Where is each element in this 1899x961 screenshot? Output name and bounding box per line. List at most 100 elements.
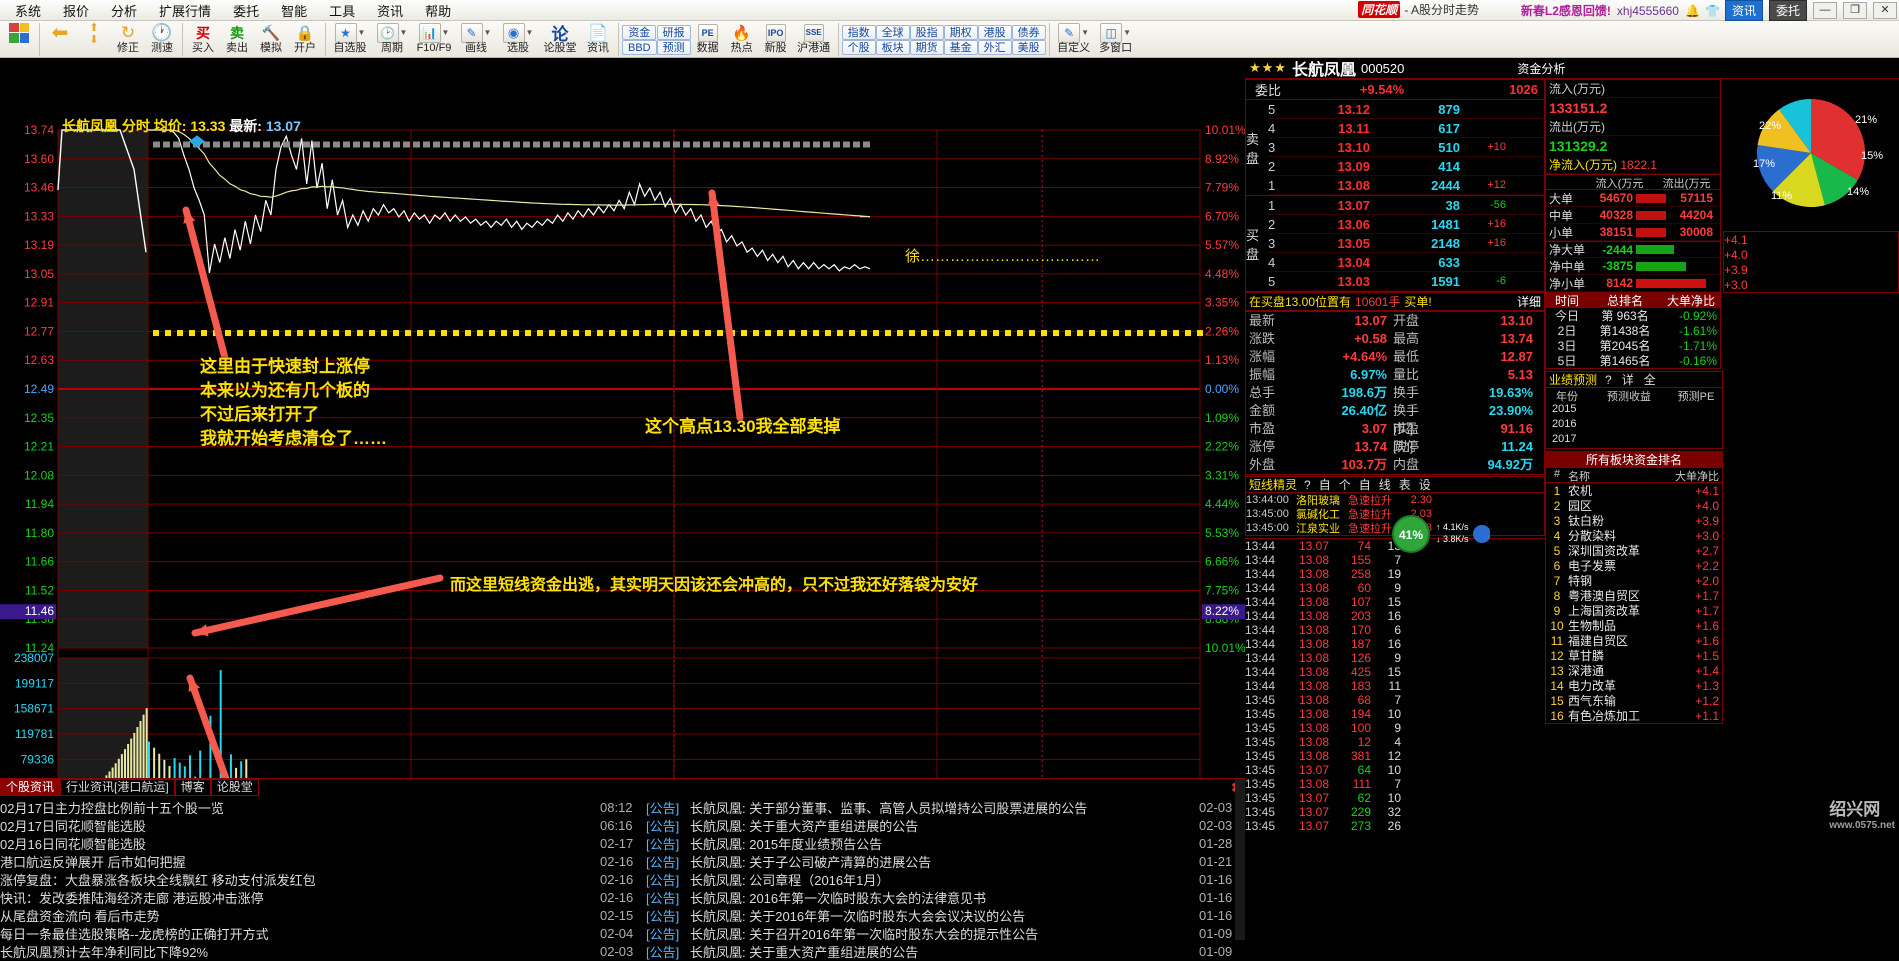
list-item[interactable]: 从尾盘资金流向 看后市走势: [0, 906, 600, 924]
table-row[interactable]: 5 13.03 1591 -6: [1268, 272, 1544, 291]
table-row[interactable]: 3 13.10 510 +10: [1268, 138, 1544, 157]
news-tab-forum[interactable]: 论股堂: [210, 779, 259, 796]
table-row[interactable]: 4 13.11 617: [1268, 119, 1544, 138]
list-item[interactable]: 02月17日主力控盘比例前十五个股一览: [0, 798, 600, 816]
table-row[interactable]: 1 13.07 38 -56: [1268, 196, 1544, 215]
list-item[interactable]: 02月17日同花顺智能选股: [0, 816, 600, 834]
list-item[interactable]: 02月16日同花顺智能选股: [0, 834, 600, 852]
tab-stock[interactable]: 个: [1338, 478, 1351, 492]
toolbar-info-button[interactable]: 📄 资讯: [581, 22, 615, 57]
list-item[interactable]: 02-16 [公告] 长航凤凰: 公司章程（2016年1月） 01-16: [600, 870, 1245, 888]
table-row[interactable]: 13 深港通 +1.4: [1546, 663, 1722, 679]
menu-item-quote[interactable]: 报价: [63, 3, 90, 19]
promo-banner[interactable]: 新春L2感恩回馈!: [1520, 4, 1611, 18]
table-row[interactable]: 13:45 13.07 229 32: [1245, 805, 1545, 819]
bell-icon[interactable]: 🔔: [1684, 3, 1700, 18]
table-row[interactable]: 11 福建自贸区 +1.6: [1546, 633, 1722, 649]
toolbar-sell-button[interactable]: 卖 卖出: [220, 22, 254, 57]
table-row[interactable]: 13:44 13.07 74 13: [1245, 539, 1545, 553]
forecast-detail-tab[interactable]: 详: [1621, 373, 1634, 387]
table-row[interactable]: 4 13.04 633: [1268, 253, 1544, 272]
table-row[interactable]: 6 电子发票 +2.2: [1546, 558, 1722, 574]
toolbar-buy-button[interactable]: 买 买入: [186, 22, 220, 57]
toolbar-back-button[interactable]: ⬅: [43, 22, 77, 57]
menu-item-help[interactable]: 帮助: [425, 3, 452, 19]
window-close-button[interactable]: ✕: [1873, 2, 1897, 19]
toolbar-funds-button[interactable]: 资金: [622, 24, 657, 40]
tab-short-line[interactable]: 短线精灵: [1249, 478, 1298, 492]
toolbar-period-button[interactable]: 🕑 ▼ 周期: [371, 22, 413, 57]
table-row[interactable]: 13:45 13.08 381 12: [1245, 749, 1545, 763]
toolbar-us-button[interactable]: 美股: [1011, 39, 1046, 55]
notice-detail-link[interactable]: 详细: [1516, 295, 1541, 309]
table-row[interactable]: 5 深圳国资改革 +2.7: [1546, 543, 1722, 559]
list-item[interactable]: 每日一条最佳选股策略--龙虎榜的正确打开方式: [0, 924, 600, 942]
toolbar-speed-button[interactable]: 🕐 测速: [145, 22, 179, 57]
toolbar-bbd-button[interactable]: BBD: [622, 39, 657, 55]
toolbar-hot-button[interactable]: 🔥 热点: [725, 22, 759, 57]
table-row[interactable]: 13:45 13.08 100 9: [1245, 721, 1545, 735]
toolbar-tiles-button[interactable]: [2, 22, 36, 57]
table-row[interactable]: 3 13.05 2148 +16: [1268, 234, 1544, 253]
list-item[interactable]: 06:16 [公告] 长航凤凰: 关于重大资产重组进展的公告 02-03: [600, 816, 1245, 834]
table-row[interactable]: 15 西气东输 +1.2: [1546, 693, 1722, 709]
forecast-all-tab[interactable]: 全: [1643, 373, 1656, 387]
sector-rank-box[interactable]: 所有板块资金排名 # 名称 大单净比 1 农机 +4.1 2 园区 +4.0 3 钛白粉 +…: [1545, 451, 1723, 724]
toolbar-hk-button[interactable]: 港股: [977, 24, 1012, 40]
table-row[interactable]: 13:45 13.08 111 7: [1245, 777, 1545, 791]
table-row[interactable]: 13:44 13.08 258 19: [1245, 567, 1545, 581]
tab-auto[interactable]: 自: [1318, 478, 1331, 492]
table-row[interactable]: 9 上海国资改革 +1.7: [1546, 603, 1722, 619]
window-minimize-button[interactable]: —: [1813, 2, 1837, 19]
news-tab-blog[interactable]: 博客: [174, 779, 211, 796]
toolbar-scroll-button[interactable]: ⬆ ⬇: [77, 22, 111, 57]
list-item[interactable]: 02-17 [公告] 长航凤凰: 2015年度业绩预告公告 01-28: [600, 834, 1245, 852]
alert-row[interactable]: 13:44:00 洛阳玻璃 急速拉升 2.30: [1246, 493, 1544, 507]
toolbar-stock-button[interactable]: 个股: [841, 39, 876, 55]
tab-help[interactable]: ?: [1304, 477, 1311, 492]
news-panel[interactable]: 个股资讯 行业资讯[港口航运] 博客 论股堂 ✖ 02月17日主力控盘比例前十五…: [0, 778, 1245, 960]
network-speed-widget[interactable]: 41% ↑ 4.1K/s ↓ 3.8K/s: [1390, 512, 1490, 556]
toolbar-data-button[interactable]: PE 数据: [691, 22, 725, 57]
toolbar-customize-button[interactable]: ✎ ▼ 自定义: [1053, 22, 1095, 57]
table-row[interactable]: 13:44 13.08 107 15: [1245, 595, 1545, 609]
list-item[interactable]: 08:12 [公告] 长航凤凰: 关于部分董事、监事、高管人员拟增持公司股票进展的公…: [600, 798, 1245, 816]
toolbar-openacct-button[interactable]: 🔒 开户: [288, 22, 322, 57]
menu-item-entrust[interactable]: 委托: [233, 3, 260, 19]
table-row[interactable]: 5 13.12 879: [1268, 100, 1544, 119]
toolbar-fix-button[interactable]: ↻ 修正: [111, 22, 145, 57]
table-row[interactable]: 2 13.06 1481 +16: [1268, 215, 1544, 234]
news-tab-industry[interactable]: 行业资讯[港口航运]: [60, 779, 175, 796]
toolbar-futidx-button[interactable]: 股指: [909, 24, 944, 40]
tab-table[interactable]: 表: [1398, 478, 1411, 492]
table-row[interactable]: 2 园区 +4.0: [1546, 498, 1722, 514]
forecast-box[interactable]: 业绩预测 ? 详 全 年份 预测收益 预测PE 2015 2016 2017: [1545, 371, 1723, 449]
table-row[interactable]: 7 特钢 +2.0: [1546, 573, 1722, 589]
table-row[interactable]: 13:45 13.07 273 26: [1245, 819, 1545, 833]
table-row[interactable]: 2 13.09 414: [1268, 157, 1544, 176]
list-item[interactable]: 02-04 [公告] 长航凤凰: 关于召开2016年第一次临时股东大会的提示性公告 0…: [600, 924, 1245, 942]
list-item[interactable]: 02-03 [公告] 长航凤凰: 关于重大资产重组进展的公告 01-09: [600, 942, 1245, 960]
list-item[interactable]: 快讯：发改委推陆海经济走廊 港运股冲击涨停: [0, 888, 600, 906]
order-book[interactable]: 委比 +9.54% 1026 卖盘 5 13.12 879 4 13.11 617 3 1…: [1245, 79, 1545, 292]
toolbar-forum-button[interactable]: 论 论股堂: [539, 22, 581, 57]
toolbar-hkconnect-button[interactable]: SSE 沪港通: [793, 22, 835, 57]
menu-item-analysis[interactable]: 分析: [111, 3, 138, 19]
table-row[interactable]: 13:45 13.07 64 10: [1245, 763, 1545, 777]
table-row[interactable]: 13:44 13.08 126 9: [1245, 651, 1545, 665]
list-item[interactable]: 涨停复盘：大盘暴涨各板块全线飘红 移动支付派发红包: [0, 870, 600, 888]
list-item[interactable]: 02-16 [公告] 长航凤凰: 关于子公司破产清算的进展公告 01-21: [600, 852, 1245, 870]
toolbar-ipo-button[interactable]: IPO 新股: [759, 22, 793, 57]
table-row[interactable]: 1 13.08 2444 +12: [1268, 176, 1544, 195]
list-item[interactable]: 02-15 [公告] 长航凤凰: 关于2016年第一次临时股东大会会议决议的公告 01…: [600, 906, 1245, 924]
toolbar-index-button[interactable]: 指数: [841, 24, 876, 40]
tick-list[interactable]: 13:44 13.07 74 13 13:44 13.08 155 7 13:44 13.08…: [1245, 538, 1545, 833]
toolbar-fund-button[interactable]: 基金: [943, 39, 978, 55]
trade-button[interactable]: 委托: [1768, 0, 1807, 21]
toolbar-fx-button[interactable]: 外汇: [977, 39, 1012, 55]
toolbar-multiwindow-button[interactable]: ◫ ▼ 多窗口: [1095, 22, 1137, 57]
table-row[interactable]: 8 粤港澳自贸区 +1.7: [1546, 588, 1722, 604]
table-row[interactable]: 13:44 13.08 155 7: [1245, 553, 1545, 567]
table-row[interactable]: 13:44 13.08 60 9: [1245, 581, 1545, 595]
